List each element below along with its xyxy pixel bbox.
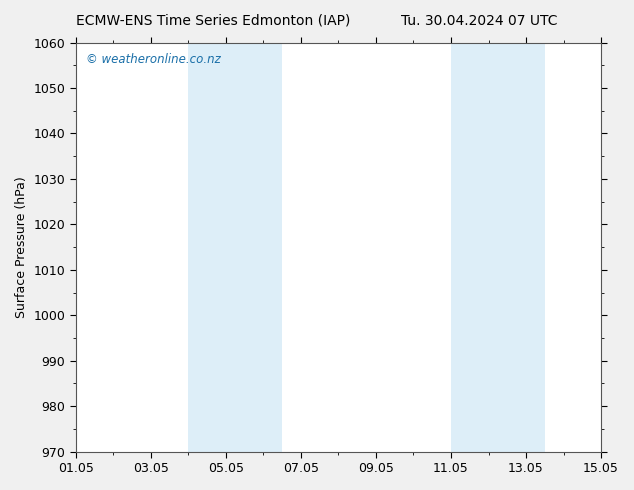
Y-axis label: Surface Pressure (hPa): Surface Pressure (hPa) (15, 176, 28, 318)
Text: ECMW-ENS Time Series Edmonton (IAP): ECMW-ENS Time Series Edmonton (IAP) (76, 14, 351, 28)
Bar (451, 43, 545, 452)
Bar (188, 43, 282, 452)
Text: Tu. 30.04.2024 07 UTC: Tu. 30.04.2024 07 UTC (401, 14, 558, 28)
Text: © weatheronline.co.nz: © weatheronline.co.nz (86, 53, 221, 66)
